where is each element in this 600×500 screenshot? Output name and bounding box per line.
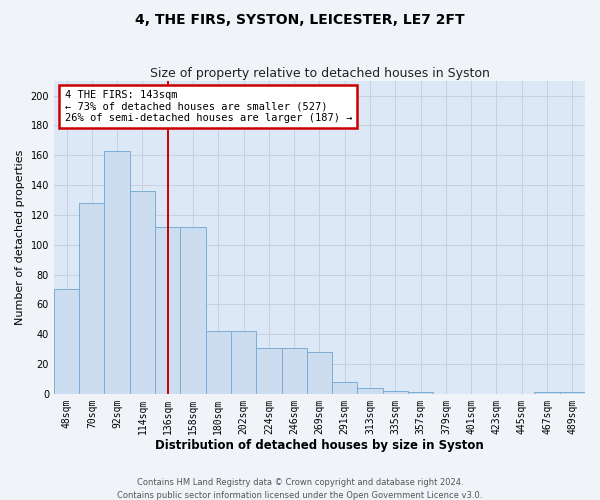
- Bar: [535, 392, 560, 394]
- Bar: [231, 331, 256, 394]
- Bar: [307, 352, 332, 394]
- Bar: [155, 227, 181, 394]
- Bar: [560, 392, 585, 394]
- Bar: [281, 348, 307, 394]
- Text: Contains HM Land Registry data © Crown copyright and database right 2024.
Contai: Contains HM Land Registry data © Crown c…: [118, 478, 482, 500]
- Bar: [181, 227, 206, 394]
- Title: Size of property relative to detached houses in Syston: Size of property relative to detached ho…: [149, 66, 490, 80]
- Bar: [256, 348, 281, 394]
- Bar: [54, 290, 79, 394]
- Bar: [383, 391, 408, 394]
- Bar: [79, 203, 104, 394]
- Bar: [206, 331, 231, 394]
- Text: 4, THE FIRS, SYSTON, LEICESTER, LE7 2FT: 4, THE FIRS, SYSTON, LEICESTER, LE7 2FT: [135, 12, 465, 26]
- Y-axis label: Number of detached properties: Number of detached properties: [15, 150, 25, 325]
- Bar: [130, 191, 155, 394]
- Bar: [358, 388, 383, 394]
- Bar: [332, 382, 358, 394]
- Bar: [104, 151, 130, 394]
- Bar: [408, 392, 433, 394]
- X-axis label: Distribution of detached houses by size in Syston: Distribution of detached houses by size …: [155, 440, 484, 452]
- Text: 4 THE FIRS: 143sqm
← 73% of detached houses are smaller (527)
26% of semi-detach: 4 THE FIRS: 143sqm ← 73% of detached hou…: [65, 90, 352, 124]
